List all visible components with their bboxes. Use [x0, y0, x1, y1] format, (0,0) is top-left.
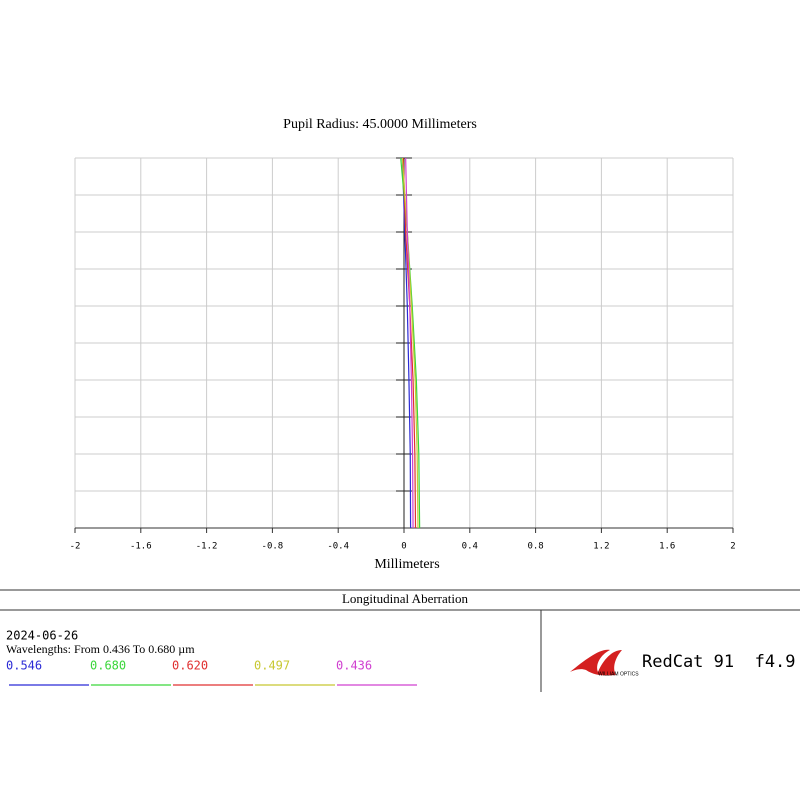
logo: WILLIAM OPTICS: [570, 649, 639, 677]
date: 2024-06-26: [6, 629, 78, 643]
x-tick-label: 0: [401, 542, 406, 552]
aberration-curve: [401, 157, 412, 529]
x-tick-label: 1.6: [659, 542, 675, 552]
aberration-curve: [402, 157, 417, 529]
footer-title: Longitudinal Aberration: [342, 591, 469, 606]
aberration-curve: [405, 157, 414, 529]
x-tick-label: -0.8: [262, 542, 284, 552]
legend-label: 0.497: [254, 659, 290, 673]
wavelengths: Wavelengths: From 0.436 To 0.680 µm: [6, 642, 195, 656]
legend-label: 0.436: [336, 659, 372, 673]
chart-title: Pupil Radius: 45.0000 Millimeters: [283, 117, 477, 132]
legend-label: 0.620: [172, 659, 208, 673]
logo-text: WILLIAM OPTICS: [598, 671, 639, 677]
x-tick-label: 0.4: [462, 542, 478, 552]
brand: RedCat 91 f4.9: [642, 652, 796, 672]
x-tick-label: -1.6: [130, 542, 152, 552]
x-tick-label: -0.4: [327, 542, 349, 552]
x-tick-label: -1.2: [196, 542, 218, 552]
x-tick-label: -2: [70, 542, 81, 552]
logo-mark: [570, 649, 622, 676]
x-axis-label: Millimeters: [374, 557, 439, 572]
legend-label: 0.680: [90, 659, 126, 673]
legend-label: 0.546: [6, 659, 42, 673]
x-tick-label: 1.2: [593, 542, 609, 552]
x-tick-label: 2: [730, 542, 735, 552]
x-tick-label: 0.8: [527, 542, 543, 552]
